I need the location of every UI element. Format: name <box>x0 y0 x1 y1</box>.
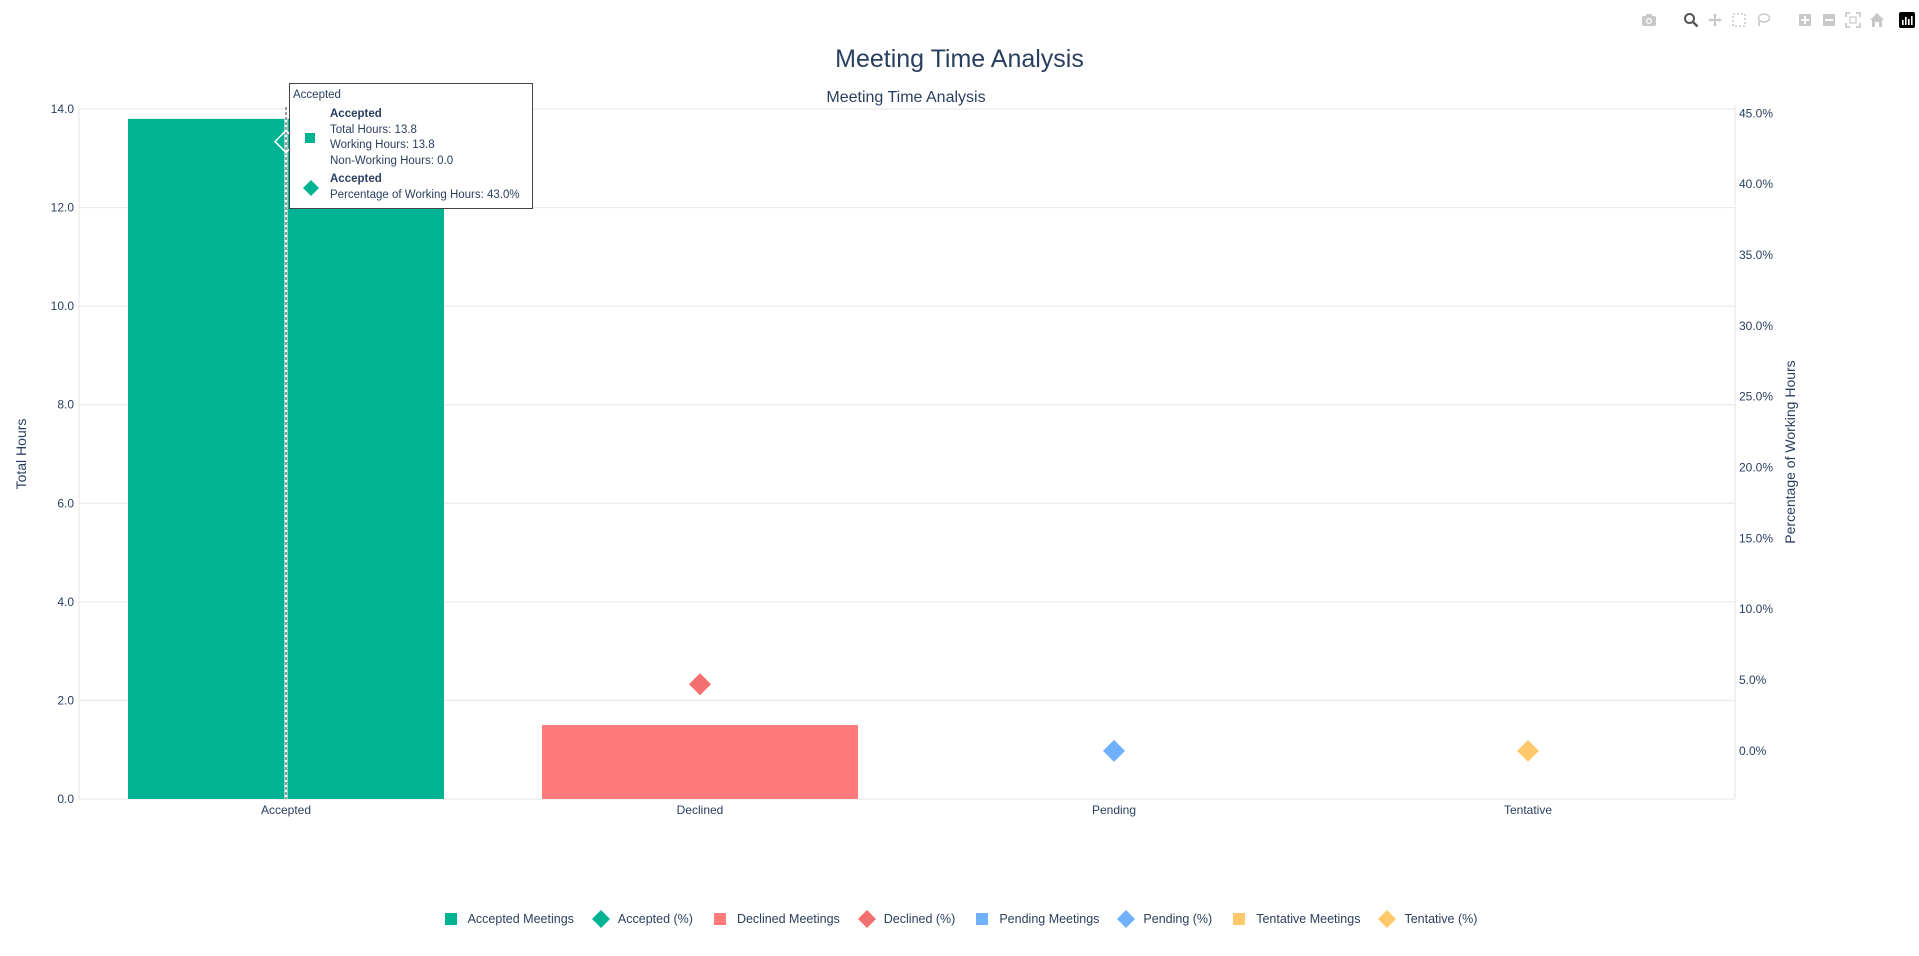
marker-tentative <box>1517 739 1539 762</box>
legend-swatch-shape <box>1378 910 1397 928</box>
lasso-select-icon[interactable] <box>1751 9 1775 31</box>
legend-diamond-swatch <box>1117 910 1136 928</box>
tooltip-bar-name: Accepted <box>330 108 382 120</box>
legend-swatch-shape <box>976 913 989 925</box>
legend-swatch-shape <box>444 913 457 925</box>
legend-square-swatch <box>1233 913 1246 925</box>
y-tick-label: 12.0 <box>51 201 75 215</box>
y-tick-label: 4.0 <box>57 595 74 609</box>
legend-label: Accepted (%) <box>617 912 693 926</box>
legend-item[interactable]: Accepted (%) <box>591 910 693 928</box>
tooltip-bar-swatch <box>305 133 315 143</box>
y2-tick-label: 35.0% <box>1739 248 1773 262</box>
y-tick-label: 0.0 <box>57 792 74 806</box>
legend-item[interactable]: Pending Meetings <box>973 910 1099 928</box>
reset-axes-icon[interactable] <box>1865 9 1889 31</box>
legend-diamond-swatch <box>857 910 876 928</box>
plotly-logo-icon[interactable] <box>1895 9 1919 31</box>
zoom-in-icon[interactable] <box>1793 9 1817 31</box>
marker-pending <box>1103 739 1125 762</box>
y2-tick-label: 15.0% <box>1739 531 1773 545</box>
bar-declined <box>542 725 858 799</box>
tooltip-marker-swatch <box>303 180 319 196</box>
legend-label: Declined Meetings <box>736 912 840 926</box>
legend-item[interactable]: Tentative Meetings <box>1230 910 1360 928</box>
y2-tick-label: 25.0% <box>1739 390 1773 404</box>
legend-label: Pending Meetings <box>999 912 1100 926</box>
camera-icon[interactable] <box>1637 9 1661 31</box>
legend-item[interactable]: Declined (%) <box>857 910 956 928</box>
y2-tick-label: 30.0% <box>1739 319 1773 333</box>
legend-label: Tentative Meetings <box>1256 912 1361 926</box>
zoom-icon[interactable] <box>1679 9 1703 31</box>
legend-item[interactable]: Pending (%) <box>1117 910 1212 928</box>
tooltip-header: Accepted <box>293 89 341 101</box>
x-tick-label: Pending <box>1092 803 1136 817</box>
tooltip-total-hours: Total Hours: 13.8 <box>330 123 417 136</box>
legend-label: Pending (%) <box>1143 912 1213 926</box>
y-axis-title: Total Hours <box>13 419 29 490</box>
legend-swatch-shape <box>713 913 726 925</box>
x-tick-label: Accepted <box>261 803 311 817</box>
y2-tick-label: 10.0% <box>1739 602 1773 616</box>
y2-tick-label: 20.0% <box>1739 460 1773 474</box>
legend-label: Tentative (%) <box>1404 912 1478 926</box>
marker-declined <box>689 673 711 696</box>
y-tick-label: 14.0 <box>51 102 75 116</box>
y2-tick-label: 0.0% <box>1739 744 1767 758</box>
legend-square-swatch <box>976 913 989 925</box>
y2-tick-label: 45.0% <box>1739 106 1773 120</box>
y-tick-label: 10.0 <box>51 299 75 313</box>
legend-item[interactable]: Declined Meetings <box>711 910 840 928</box>
y-tick-label: 6.0 <box>57 496 74 510</box>
hover-tooltip: Accepted Accepted Total Hours: 13.8 Work… <box>289 83 533 209</box>
tooltip-working-hours: Working Hours: 13.8 <box>330 139 435 151</box>
tooltip-percentage: Percentage of Working Hours: 43.0% <box>330 188 520 201</box>
legend-diamond-swatch <box>591 910 610 928</box>
legend-diamond-swatch <box>1378 910 1397 928</box>
y2-tick-label: 5.0% <box>1739 673 1767 687</box>
legend: Accepted Meetings Accepted (%) Declined Me… <box>0 910 1919 928</box>
legend-swatch-shape <box>857 910 876 928</box>
legend-square-swatch <box>713 913 726 925</box>
tooltip-nonworking-hours: Non-Working Hours: 0.0 <box>330 154 454 167</box>
legend-swatch-shape <box>591 910 610 928</box>
y2-axis-title: Percentage of Working Hours <box>1782 360 1798 543</box>
y2-tick-label: 40.0% <box>1739 177 1773 191</box>
x-tick-label: Declined <box>677 803 724 817</box>
legend-item[interactable]: Accepted Meetings <box>442 910 574 928</box>
modebar <box>1619 9 1919 31</box>
autoscale-icon[interactable] <box>1841 9 1865 31</box>
legend-square-swatch <box>444 913 457 925</box>
tooltip-marker-name: Accepted <box>330 173 382 185</box>
page-title: Meeting Time Analysis <box>835 45 1084 73</box>
pan-icon[interactable] <box>1703 9 1727 31</box>
y-tick-label: 8.0 <box>57 398 74 412</box>
legend-label: Accepted Meetings <box>467 912 574 926</box>
zoom-out-icon[interactable] <box>1817 9 1841 31</box>
legend-label: Declined (%) <box>883 912 956 926</box>
legend-swatch-shape <box>1117 910 1136 928</box>
x-tick-label: Tentative <box>1504 803 1552 817</box>
legend-item[interactable]: Tentative (%) <box>1378 910 1477 928</box>
box-select-icon[interactable] <box>1727 9 1751 31</box>
chart-title: Meeting Time Analysis <box>826 89 985 106</box>
y-tick-label: 2.0 <box>57 693 74 707</box>
legend-swatch-shape <box>1233 913 1246 925</box>
